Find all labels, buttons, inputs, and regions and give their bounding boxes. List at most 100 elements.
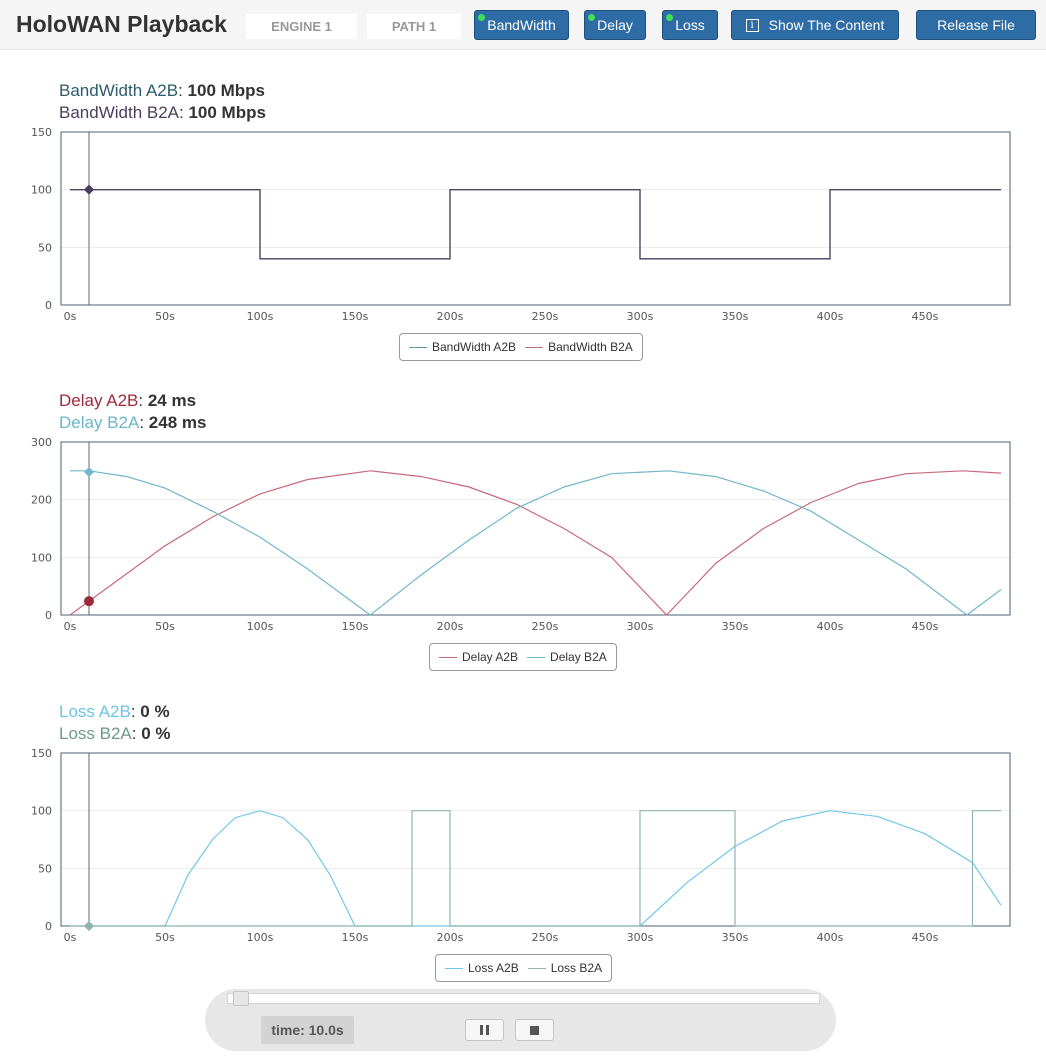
value-marker — [84, 596, 94, 607]
bandwidth-chart: 0 50 100 150 0s 50s 100s 150s 200s 250s 300s 350s 40… — [31, 126, 1011, 323]
x-tick-label: 350s — [722, 310, 749, 323]
legend-label: Delay A2B — [462, 650, 519, 664]
bandwidth-b2a-label: BandWidth B2A — [59, 103, 180, 122]
legend-item-loss-a2b[interactable]: Loss A2B — [445, 961, 519, 975]
release-file-label: Release File — [937, 17, 1015, 33]
x-tick-label: 50s — [155, 620, 175, 633]
time-display: time: 10.0s — [261, 1016, 354, 1044]
x-tick-label: 200s — [437, 620, 464, 633]
x-tick-label: 200s — [437, 310, 464, 323]
legend-label: Loss A2B — [468, 961, 519, 975]
loss-b2a-readout: Loss B2A: 0 % — [59, 724, 171, 743]
x-tick-label: 150s — [342, 310, 369, 323]
x-tick-label: 150s — [342, 620, 369, 633]
loss-a2b-readout: Loss A2B: 0 % — [59, 702, 170, 721]
legend-swatch — [409, 346, 427, 348]
x-tick-label: 100s — [247, 931, 274, 944]
show-content-button[interactable]: i Show The Content — [731, 10, 899, 40]
bandwidth-a2b-label: BandWidth A2B — [59, 81, 179, 100]
x-tick-label: 400s — [817, 931, 844, 944]
x-tick-label: 300s — [627, 310, 654, 323]
pause-icon — [480, 1025, 489, 1035]
x-tick-label: 250s — [532, 310, 559, 323]
x-tick-label: 50s — [155, 931, 175, 944]
legend-item-delay-a2b[interactable]: Delay A2B — [439, 650, 518, 664]
legend-label: Delay B2A — [550, 650, 607, 664]
legend-label: Loss B2A — [550, 961, 603, 975]
app-title: HoloWAN Playback — [16, 11, 227, 37]
y-tick-label: 0 — [45, 609, 52, 622]
legend-swatch — [525, 346, 544, 348]
x-tick-label: 450s — [912, 310, 939, 323]
loss-toggle-button[interactable]: Loss — [662, 10, 718, 40]
x-tick-label: 400s — [817, 310, 844, 323]
delay-b2a-value: 248 ms — [148, 413, 207, 432]
active-indicator-icon — [588, 14, 595, 21]
progress-handle[interactable] — [232, 991, 249, 1006]
y-tick-label: 300 — [31, 436, 52, 449]
tab-path[interactable]: PATH 1 — [367, 14, 461, 39]
series-line-loss-b2a — [70, 810, 1001, 927]
y-tick-label: 150 — [31, 126, 52, 139]
x-tick-label: 0s — [64, 310, 77, 323]
pause-button[interactable] — [465, 1019, 504, 1041]
loss-b2a-value: 0 % — [141, 724, 171, 743]
x-tick-label: 450s — [912, 931, 939, 944]
bandwidth-b2a-value: 100 Mbps — [188, 103, 266, 122]
x-tick-label: 150s — [342, 931, 369, 944]
x-tick-label: 300s — [627, 931, 654, 944]
progress-slider[interactable] — [227, 993, 820, 1004]
x-tick-label: 450s — [912, 620, 939, 633]
bandwidth-toggle-button[interactable]: BandWidth — [474, 10, 569, 40]
legend-swatch — [527, 656, 546, 658]
value-marker — [84, 184, 94, 195]
value-marker — [84, 466, 94, 477]
delay-a2b-readout: Delay A2B: 24 ms — [59, 391, 197, 410]
release-file-button[interactable]: Release File — [916, 10, 1036, 40]
info-icon: i — [745, 18, 759, 32]
legend-swatch — [527, 967, 546, 969]
legend-item-loss-b2a[interactable]: Loss B2A — [527, 961, 603, 975]
legend-item-bandwidth-a2b[interactable]: BandWidth A2B — [409, 340, 516, 354]
loss-a2b-label: Loss A2B — [59, 702, 131, 721]
x-tick-label: 250s — [532, 931, 559, 944]
x-tick-label: 200s — [437, 931, 464, 944]
series-line-delay-b2a — [70, 470, 1002, 616]
x-tick-label: 350s — [722, 620, 749, 633]
series-line-bandwidth-a2b — [70, 189, 1001, 260]
delay-toggle-label: Delay — [597, 17, 633, 33]
x-tick-label: 350s — [722, 931, 749, 944]
x-tick-label: 400s — [817, 620, 844, 633]
y-tick-label: 100 — [31, 184, 52, 197]
delay-toggle-button[interactable]: Delay — [584, 10, 646, 40]
x-tick-label: 250s — [532, 620, 559, 633]
legend-swatch — [439, 656, 457, 658]
y-tick-label: 0 — [45, 920, 52, 933]
x-tick-label: 100s — [247, 310, 274, 323]
series-line-bandwidth-b2a — [70, 189, 1001, 260]
delay-b2a-readout: Delay B2A: 248 ms — [59, 413, 207, 432]
tab-engine[interactable]: ENGINE 1 — [246, 14, 357, 39]
y-tick-label: 50 — [38, 862, 52, 875]
loss-toggle-label: Loss — [675, 17, 705, 33]
loss-a2b-value: 0 % — [140, 702, 170, 721]
bandwidth-a2b-readout: BandWidth A2B: 100 Mbps — [59, 81, 266, 100]
stop-button[interactable] — [515, 1019, 554, 1041]
delay-b2a-label: Delay B2A — [59, 413, 140, 432]
y-tick-label: 150 — [31, 747, 52, 760]
y-tick-label: 100 — [31, 551, 52, 564]
legend-item-bandwidth-b2a[interactable]: BandWidth B2A — [525, 340, 633, 354]
value-marker — [84, 921, 94, 931]
x-tick-label: 0s — [64, 620, 77, 633]
loss-legend: Loss A2B Loss B2A — [435, 954, 613, 982]
legend-item-delay-b2a[interactable]: Delay B2A — [527, 650, 607, 664]
delay-a2b-label: Delay A2B — [59, 391, 139, 410]
x-tick-label: 50s — [155, 310, 175, 323]
plot-frame — [60, 752, 1011, 927]
show-content-label: Show The Content — [768, 17, 885, 33]
y-tick-label: 200 — [31, 494, 52, 507]
plot-frame — [60, 441, 1011, 616]
x-tick-label: 0s — [64, 931, 77, 944]
plot-frame — [60, 131, 1011, 306]
y-tick-label: 0 — [45, 299, 52, 312]
